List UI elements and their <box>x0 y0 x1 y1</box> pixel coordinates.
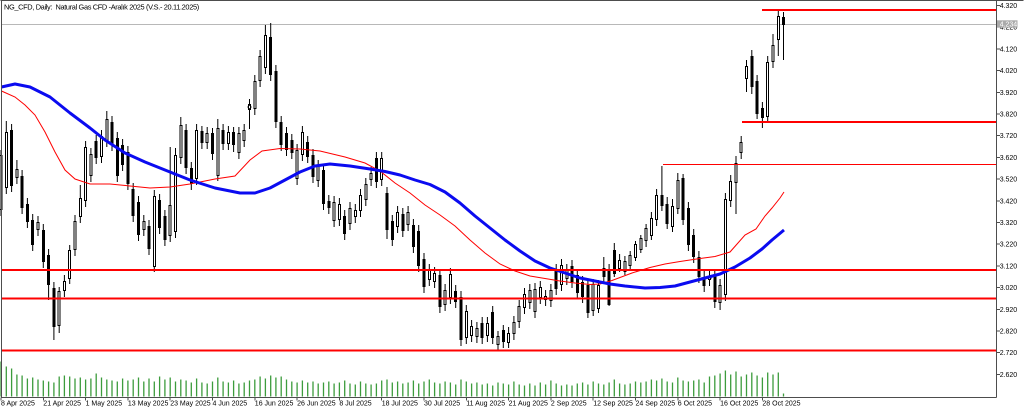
svg-text:23 May 2025: 23 May 2025 <box>170 401 211 408</box>
svg-text:3.620: 3.620 <box>1000 155 1018 162</box>
svg-text:3.720: 3.720 <box>1000 133 1018 140</box>
svg-text:4.120: 4.120 <box>1000 46 1018 53</box>
svg-text:4.320: 4.320 <box>1000 3 1018 10</box>
svg-text:16 Jun 2025: 16 Jun 2025 <box>255 401 294 408</box>
svg-text:4.220: 4.220 <box>1000 25 1018 32</box>
svg-text:3.120: 3.120 <box>1000 263 1018 270</box>
svg-text:2.820: 2.820 <box>1000 329 1018 336</box>
svg-text:24 Sep 2025: 24 Sep 2025 <box>636 401 676 408</box>
svg-text:3.820: 3.820 <box>1000 112 1018 119</box>
svg-text:4.020: 4.020 <box>1000 68 1018 75</box>
svg-text:2.920: 2.920 <box>1000 307 1018 314</box>
svg-text:21 Aug 2025: 21 Aug 2025 <box>509 401 548 408</box>
svg-text:1 May 2025: 1 May 2025 <box>86 401 123 408</box>
svg-text:2.620: 2.620 <box>1000 372 1018 379</box>
svg-text:8 Apr 2025: 8 Apr 2025 <box>1 401 35 408</box>
svg-text:13 May 2025: 13 May 2025 <box>128 401 169 408</box>
svg-text:21 Apr 2025: 21 Apr 2025 <box>43 401 81 408</box>
svg-text:30 Jul 2025: 30 Jul 2025 <box>424 401 460 408</box>
svg-text:6 Oct 2025: 6 Oct 2025 <box>678 401 712 408</box>
svg-text:4.234: 4.234 <box>1000 21 1018 28</box>
svg-text:3.420: 3.420 <box>1000 198 1018 205</box>
svg-text:12 Sep 2025: 12 Sep 2025 <box>593 401 633 408</box>
svg-text:4 Jun 2025: 4 Jun 2025 <box>213 401 248 408</box>
svg-text:8 Jul 2025: 8 Jul 2025 <box>339 401 371 408</box>
svg-text:28 Oct 2025: 28 Oct 2025 <box>762 401 800 408</box>
svg-text:NG_CFD, Daily: Natural Gas CF: NG_CFD, Daily: Natural Gas CFD -Aralık 2… <box>4 3 199 12</box>
svg-text:18 Jul 2025: 18 Jul 2025 <box>382 401 418 408</box>
svg-text:11 Aug 2025: 11 Aug 2025 <box>466 401 505 408</box>
svg-text:3.520: 3.520 <box>1000 177 1018 184</box>
svg-text:16 Oct 2025: 16 Oct 2025 <box>720 401 758 408</box>
svg-text:26 Jun 2025: 26 Jun 2025 <box>297 401 336 408</box>
svg-text:3.220: 3.220 <box>1000 242 1018 249</box>
svg-text:2 Sep 2025: 2 Sep 2025 <box>551 401 587 408</box>
svg-text:3.920: 3.920 <box>1000 90 1018 97</box>
svg-text:3.320: 3.320 <box>1000 220 1018 227</box>
svg-text:3.020: 3.020 <box>1000 285 1018 292</box>
svg-text:2.720: 2.720 <box>1000 350 1018 357</box>
